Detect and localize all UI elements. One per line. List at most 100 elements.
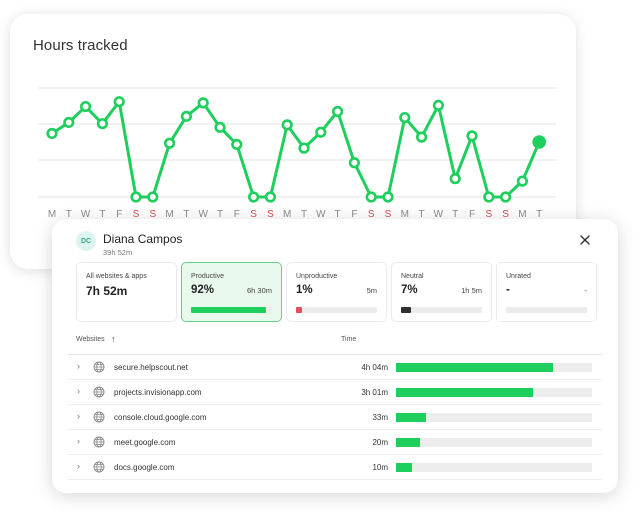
data-point[interactable] [79,100,92,113]
x-tick-label: T [66,209,72,220]
time-value: 33m [372,413,388,422]
chevron-right-icon[interactable]: › [77,361,80,371]
website-name: secure.helpscout.net [114,363,188,372]
user-name: Diana Campos [103,232,183,246]
time-bar-track [396,438,592,447]
data-point[interactable] [46,127,58,140]
data-point[interactable] [449,173,461,185]
table-row[interactable]: › secure.helpscout.net 4h 04m [68,355,602,380]
stat-progress-track [191,307,272,313]
user-activity-card: DC Diana Campos 39h 52m All websites & a… [52,219,618,493]
data-point[interactable] [281,119,293,131]
stat-unproductive[interactable]: Unproductive 1% 5m [286,262,387,322]
x-tick-label: S [250,209,257,220]
chevron-right-icon[interactable]: › [77,386,80,396]
x-tick-label: M [518,209,526,220]
stat-percent: 7% [401,284,418,296]
stat-label: Productive [191,273,225,280]
stat-productive[interactable]: Productive 92% 6h 30m [181,262,282,322]
stat-unrated[interactable]: Unrated - - [496,262,597,322]
time-bar-track [396,463,592,472]
data-point[interactable] [483,191,495,203]
table-row[interactable]: › meet.google.com 20m [68,430,602,455]
website-name: projects.invisionapp.com [114,388,202,397]
data-point[interactable] [516,175,529,187]
stat-label: All websites & apps [86,273,147,280]
table-row[interactable]: › projects.invisionapp.com 3h 01m [68,380,602,405]
data-point[interactable] [332,105,344,118]
chevron-right-icon[interactable]: › [77,461,80,471]
table-row[interactable]: › docs.google.com 10m [68,455,602,480]
data-point[interactable] [365,191,377,203]
data-point[interactable] [248,191,260,203]
data-point[interactable] [500,191,512,203]
column-header-time[interactable]: Time [341,336,357,343]
globe-icon [93,436,105,448]
stat-percent: 92% [191,284,215,296]
close-icon [580,235,590,245]
x-tick-label: S [368,209,375,220]
x-tick-label: F [469,209,475,220]
data-point[interactable] [164,137,176,149]
stat-progress-fill [296,307,303,313]
stat-all-websites[interactable]: All websites & apps 7h 52m [76,262,177,322]
sort-arrow-up-icon[interactable]: ↑ [111,334,116,344]
data-point[interactable] [399,111,411,124]
stat-progress-fill [191,307,266,313]
data-point[interactable] [130,191,142,203]
time-value: 10m [372,463,388,472]
data-point[interactable] [96,118,108,130]
x-tick-label: T [183,209,189,220]
x-tick-label: S [133,209,140,220]
x-tick-label: F [234,209,240,220]
table-row[interactable]: › console.cloud.google.com 33m [68,405,602,430]
row-divider [68,454,602,455]
x-tick-label: M [165,209,173,220]
data-point[interactable] [63,116,75,129]
x-tick-label: S [385,209,392,220]
data-point[interactable] [197,97,209,109]
data-point[interactable] [214,121,226,133]
row-divider [68,404,602,405]
x-tick-label: S [149,209,156,220]
time-bar-track [396,363,592,372]
close-button[interactable] [576,231,594,249]
time-bar-track [396,388,592,397]
data-point[interactable] [315,126,327,138]
stat-duration: 1h 5m [461,286,482,295]
stat-percent: 1% [296,284,313,296]
website-name: console.cloud.google.com [114,413,207,422]
x-tick-label: M [401,209,409,220]
stat-neutral[interactable]: Neutral 7% 1h 5m [391,262,492,322]
data-point[interactable] [113,96,125,108]
globe-icon [93,461,105,473]
chart-title: Hours tracked [33,37,128,54]
stat-duration: 6h 30m [246,286,272,295]
data-point[interactable] [298,142,310,154]
stat-progress-track [401,307,482,313]
website-name: docs.google.com [114,463,175,472]
data-point[interactable] [416,131,428,143]
header-divider [68,354,602,355]
x-tick-label: T [99,209,105,220]
column-header-websites[interactable]: Websites [76,336,105,343]
data-point[interactable] [264,191,277,203]
time-bar-fill [396,463,412,472]
x-tick-label: T [335,209,341,220]
data-point[interactable] [532,135,547,149]
row-divider [68,429,602,430]
data-point[interactable] [466,130,478,142]
time-value: 4h 04m [361,363,388,372]
data-point[interactable] [147,191,159,203]
x-tick-label: W [81,209,91,220]
data-point[interactable] [432,99,445,111]
data-point[interactable] [382,191,394,203]
stat-progress-track [506,307,587,313]
time-bar-fill [396,388,534,397]
data-point[interactable] [231,138,243,151]
data-point[interactable] [348,157,361,169]
data-point[interactable] [180,110,192,122]
chevron-right-icon[interactable]: › [77,411,80,421]
chevron-right-icon[interactable]: › [77,436,80,446]
